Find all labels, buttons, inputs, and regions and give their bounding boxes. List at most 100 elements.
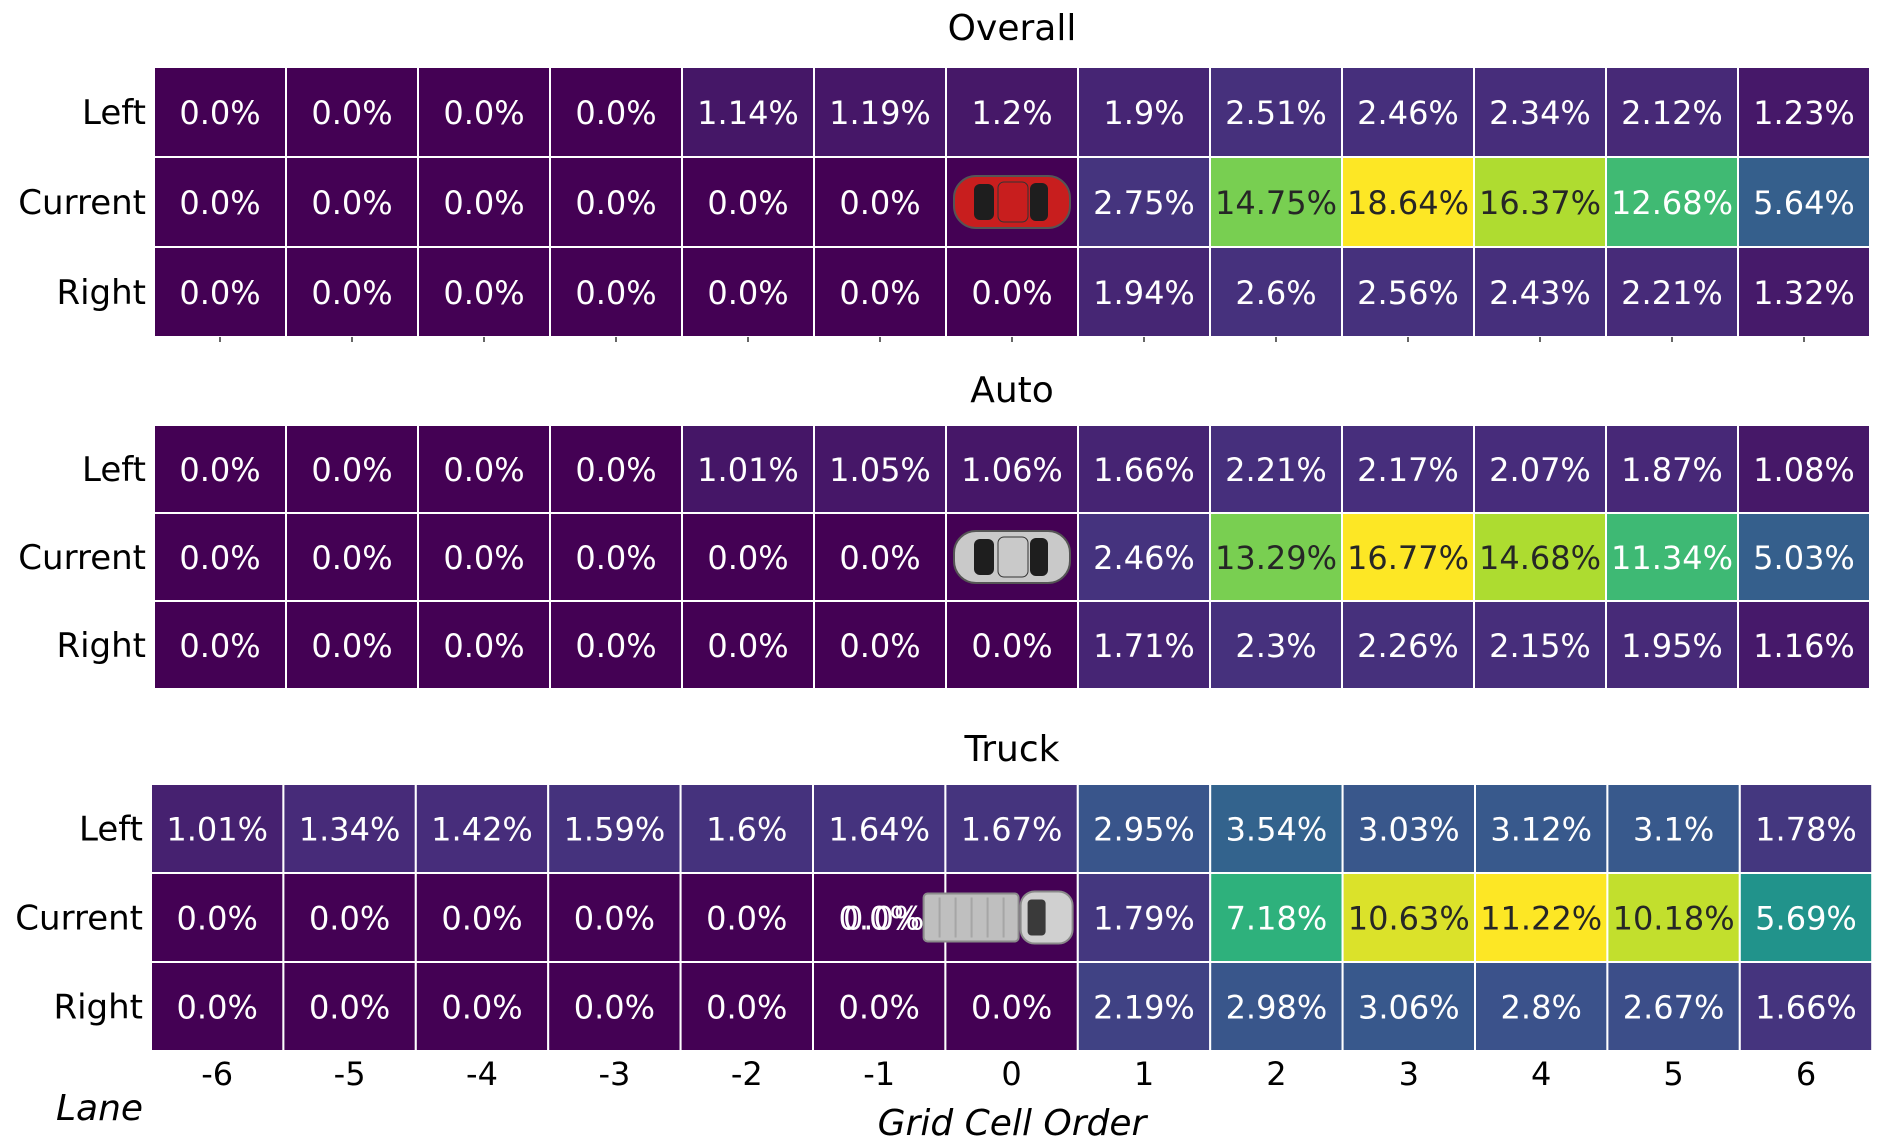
- heatmap-cell: [282, 961, 417, 1052]
- cell-value-label: 13.29%: [1215, 539, 1337, 577]
- cell-value-label: 0.0%: [707, 539, 788, 577]
- cell-value-label: 18.64%: [1347, 184, 1469, 222]
- cell-value-label: 10.18%: [1613, 900, 1735, 938]
- x-tick-label: 5: [1663, 1055, 1683, 1093]
- cell-value-label: 1.08%: [1753, 451, 1855, 489]
- heatmap-cell: [1209, 424, 1343, 514]
- cell-value-label: 0.0%: [311, 539, 392, 577]
- x-tick-label: -2: [731, 1055, 763, 1093]
- cell-value-label: 0.0%: [575, 451, 656, 489]
- x-axis: -6 -5 -4 -3 -2 -1 0 1 2 3 4 5 6: [201, 337, 1816, 1093]
- cell-value-label: 2.98%: [1226, 989, 1328, 1027]
- row-label-current: Current: [18, 538, 146, 578]
- cell-value-label: 0.0%: [179, 539, 260, 577]
- cell-value-label: 3.54%: [1226, 811, 1328, 849]
- x-tick-label: 1: [1134, 1055, 1154, 1093]
- heatmap-cell: [679, 872, 814, 963]
- car-windshield: [1030, 183, 1048, 221]
- heatmap-cell: [153, 66, 287, 158]
- heatmap-cell: [1473, 600, 1607, 690]
- cell-value-label: 10.63%: [1348, 900, 1470, 938]
- cell-value-label: 0.0%: [839, 900, 920, 938]
- cell-value-label: 0.0%: [706, 900, 787, 938]
- heatmap-cell: [549, 156, 683, 248]
- cell-value-label: 5.69%: [1755, 900, 1857, 938]
- cell-value-label: 1.95%: [1621, 627, 1723, 665]
- heatmap-cell: [813, 66, 947, 158]
- row-label-right: Right: [56, 273, 146, 313]
- heatmap-cell: [153, 600, 287, 690]
- silver-car-icon: [953, 530, 1071, 584]
- row-label-left: Left: [82, 450, 146, 490]
- cell-value-label: 0.0%: [309, 989, 390, 1027]
- car-windshield: [1030, 538, 1048, 576]
- x-tick-label: 4: [1531, 1055, 1551, 1093]
- row-label-right: Right: [53, 988, 143, 1028]
- cell-value-label: 2.17%: [1357, 451, 1459, 489]
- heatmap-cell: [150, 783, 285, 874]
- cell-value-label: 3.03%: [1358, 811, 1460, 849]
- x-tick-label: -6: [201, 1055, 233, 1093]
- cell-value-label: 0.0%: [177, 989, 258, 1027]
- heatmap-cell: [1605, 424, 1739, 514]
- cell-value-label: 0.0%: [575, 184, 656, 222]
- cell-value-label: 3.1%: [1633, 811, 1714, 849]
- cell-value-label: 0.0%: [971, 989, 1052, 1027]
- cell-value-label: 1.14%: [697, 94, 799, 132]
- heatmap-cell: [414, 872, 550, 963]
- heatmap-cell: [1341, 246, 1475, 338]
- cell-value-label: 1.78%: [1755, 811, 1857, 849]
- cell-value-label: 5.03%: [1753, 539, 1855, 577]
- cell-value-label: 16.77%: [1347, 539, 1469, 577]
- heatmap-cell: [1076, 961, 1212, 1052]
- car-roof: [997, 536, 1029, 578]
- cell-value-label: 0.0%: [311, 274, 392, 312]
- heatmap-cell: [1737, 512, 1871, 602]
- heatmap-cell: [1606, 872, 1741, 963]
- heatmap-cell: [1737, 424, 1871, 514]
- cell-value-label: 1.34%: [299, 811, 401, 849]
- cell-value-label: 1.59%: [564, 811, 666, 849]
- heatmap-cell: [285, 424, 419, 514]
- x-tick-label: -1: [863, 1055, 895, 1093]
- cell-value-label: 2.07%: [1489, 451, 1591, 489]
- heatmap-cell: [417, 512, 551, 602]
- cell-value-label: 0.0%: [574, 989, 655, 1027]
- cell-value-label: 0.0%: [311, 451, 392, 489]
- cell-value-label: 1.66%: [1755, 989, 1857, 1027]
- cell-value-label: 0.0%: [443, 94, 524, 132]
- cell-value-label: 7.18%: [1226, 900, 1328, 938]
- panel-truck: Truck Left 1.01% 1.34% 1.42% 1.59% 1.6% 1.64% 1.…: [15, 729, 1874, 1052]
- heatmap-cell: [681, 246, 815, 338]
- cell-value-label: 0.0%: [575, 627, 656, 665]
- cell-value-label: 16.37%: [1479, 184, 1601, 222]
- heatmap-cell: [285, 600, 419, 690]
- heatmap-cell: [1605, 156, 1739, 248]
- row-label-current: Current: [18, 183, 146, 223]
- cell-value-label: 2.21%: [1621, 274, 1723, 312]
- heatmap-cell: [285, 246, 419, 338]
- heatmap-cell: [1077, 600, 1211, 690]
- cell-value-label: 0.0%: [707, 184, 788, 222]
- cell-value-label: 1.16%: [1753, 627, 1855, 665]
- cell-value-label: 1.19%: [829, 94, 931, 132]
- heatmap-cell: [681, 424, 815, 514]
- cell-value-label: 0.0%: [311, 627, 392, 665]
- cell-value-label: 1.9%: [1103, 94, 1184, 132]
- x-tick-label: -5: [334, 1055, 366, 1093]
- heatmap-cell: [417, 600, 551, 690]
- heatmap-cell: [1076, 872, 1212, 963]
- heatmap-cell: [944, 961, 1079, 1052]
- cell-value-label: 0.0%: [179, 451, 260, 489]
- lane-axis-title: Lane: [56, 1088, 143, 1129]
- red-car-icon: [953, 175, 1071, 229]
- x-tick-label: 0: [1001, 1055, 1021, 1093]
- cell-value-label: 2.75%: [1093, 184, 1195, 222]
- cell-value-label: 0.0%: [309, 900, 390, 938]
- cell-value-label: 0.0%: [443, 627, 524, 665]
- cell-value-label: 1.66%: [1093, 451, 1195, 489]
- cell-value-label: 2.15%: [1489, 627, 1591, 665]
- heatmap-cell: [1738, 961, 1874, 1052]
- cell-value-label: 2.46%: [1357, 94, 1459, 132]
